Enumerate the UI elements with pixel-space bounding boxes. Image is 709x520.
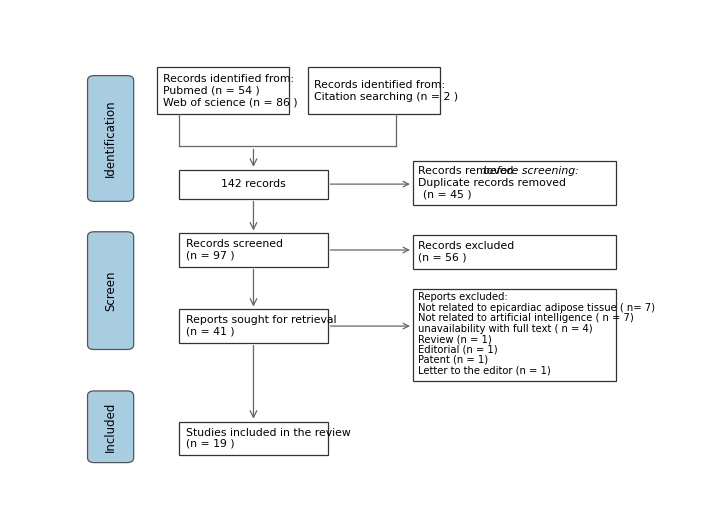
Text: Included: Included: [104, 401, 117, 452]
Text: Records excluded: Records excluded: [418, 241, 515, 251]
FancyBboxPatch shape: [87, 232, 134, 349]
Text: Review (n = 1): Review (n = 1): [418, 334, 492, 344]
Text: (n = 45 ): (n = 45 ): [423, 189, 471, 199]
Text: Records identified from:: Records identified from:: [314, 80, 445, 90]
FancyBboxPatch shape: [413, 236, 616, 269]
FancyBboxPatch shape: [179, 170, 328, 199]
Text: Studies included in the review: Studies included in the review: [186, 427, 351, 437]
Text: Reports sought for retrieval: Reports sought for retrieval: [186, 316, 336, 326]
Text: Web of science (n = 86 ): Web of science (n = 86 ): [163, 98, 298, 108]
Text: 142 records: 142 records: [221, 179, 286, 189]
Text: (n = 19 ): (n = 19 ): [186, 439, 235, 449]
FancyBboxPatch shape: [179, 309, 328, 343]
FancyBboxPatch shape: [87, 75, 134, 201]
Text: Identification: Identification: [104, 100, 117, 177]
Text: Records identified from:: Records identified from:: [163, 74, 294, 84]
FancyBboxPatch shape: [157, 67, 289, 114]
Text: Duplicate records removed: Duplicate records removed: [418, 178, 566, 188]
FancyBboxPatch shape: [308, 67, 440, 114]
FancyBboxPatch shape: [179, 422, 328, 455]
Text: Records removed: Records removed: [418, 166, 518, 176]
Text: (n = 41 ): (n = 41 ): [186, 327, 235, 336]
Text: Patent (n = 1): Patent (n = 1): [418, 355, 489, 365]
Text: Letter to the editor (n = 1): Letter to the editor (n = 1): [418, 366, 551, 375]
Text: Editorial (n = 1): Editorial (n = 1): [418, 344, 498, 355]
FancyBboxPatch shape: [413, 161, 616, 204]
FancyBboxPatch shape: [413, 289, 616, 381]
FancyBboxPatch shape: [179, 233, 328, 267]
Text: (n = 56 ): (n = 56 ): [418, 253, 467, 263]
Text: Records screened: Records screened: [186, 239, 283, 250]
Text: Pubmed (n = 54 ): Pubmed (n = 54 ): [163, 86, 259, 96]
Text: Not related to epicardiac adipose tissue ( n= 7): Not related to epicardiac adipose tissue…: [418, 303, 655, 313]
FancyBboxPatch shape: [87, 391, 134, 463]
Text: unavailability with full text ( n = 4): unavailability with full text ( n = 4): [418, 323, 593, 334]
Text: (n = 97 ): (n = 97 ): [186, 251, 235, 261]
Text: Reports excluded:: Reports excluded:: [418, 292, 508, 303]
Text: before screening:: before screening:: [483, 166, 579, 176]
Text: Not related to artificial intelligence ( n = 7): Not related to artificial intelligence (…: [418, 313, 634, 323]
Text: Screen: Screen: [104, 270, 117, 311]
Text: Citation searching (n = 2 ): Citation searching (n = 2 ): [314, 92, 458, 102]
